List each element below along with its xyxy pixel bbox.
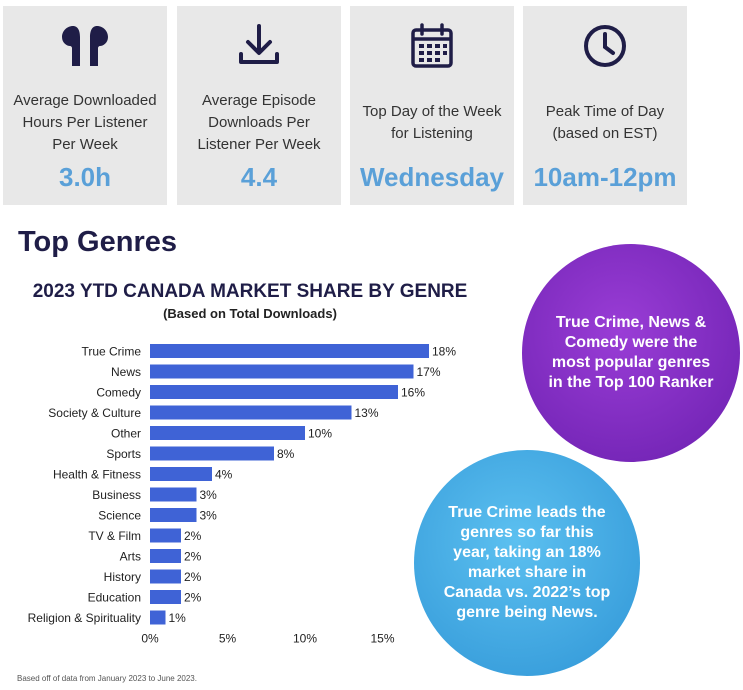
data-label: 13%	[355, 406, 379, 420]
x-tick-label: 15%	[370, 632, 394, 646]
section-title: Top Genres	[18, 226, 177, 258]
bar	[150, 487, 197, 502]
x-tick-label: 10%	[293, 632, 317, 646]
stat-label: Peak Time of Day (based on EST)	[545, 103, 665, 142]
category-label: True Crime	[81, 345, 141, 359]
category-label: Science	[98, 509, 141, 523]
data-label: 2%	[184, 529, 202, 543]
stat-card-downloads: Average Episode Downloads Per Listener P…	[177, 6, 341, 205]
category-label: News	[111, 365, 141, 379]
bar	[150, 569, 181, 584]
bar	[150, 467, 212, 481]
data-label: 1%	[169, 611, 187, 625]
bar	[150, 426, 305, 440]
category-label: Other	[111, 427, 141, 441]
category-label: Sports	[106, 447, 141, 461]
stat-card-peak-time: Peak Time of Day (based on EST) 10am-12p…	[523, 6, 687, 205]
data-label: 10%	[308, 427, 332, 441]
stat-label: Average Episode Downloads Per Listener P…	[197, 92, 321, 153]
stat-value: 3.0h	[58, 162, 112, 192]
callout-text: True Crime leads the genres so far this …	[443, 504, 611, 621]
data-label: 8%	[277, 447, 295, 461]
stat-value: Wednesday	[359, 162, 504, 192]
category-label: Education	[88, 591, 141, 605]
bar	[150, 344, 429, 358]
data-label: 4%	[215, 468, 233, 482]
x-tick-label: 5%	[219, 632, 237, 646]
category-label: TV & Film	[88, 529, 141, 543]
stat-value: 10am-12pm	[533, 162, 677, 192]
category-label: Business	[92, 488, 141, 502]
calendar-icon	[350, 22, 514, 70]
category-label: Religion & Spirituality	[28, 611, 141, 625]
data-label: 3%	[200, 488, 218, 502]
data-label: 2%	[184, 570, 202, 584]
data-label: 17%	[417, 365, 441, 379]
bar	[150, 508, 197, 522]
stat-card-hours: Average Downloaded Hours Per Listener Pe…	[3, 6, 167, 205]
data-label: 2%	[184, 550, 202, 564]
callout-bubble-blue: True Crime leads the genres so far this …	[414, 450, 640, 676]
bar	[150, 610, 166, 625]
chart-title: 2023 YTD CANADA MARKET SHARE BY GENRE	[32, 281, 468, 302]
callout-bubble-purple: True Crime, News & Comedy were the most …	[522, 244, 740, 462]
data-label: 18%	[432, 345, 456, 359]
category-label: History	[104, 570, 141, 584]
data-label: 3%	[200, 509, 218, 523]
download-icon	[177, 22, 341, 70]
footnote: Based off of data from January 2023 to J…	[17, 674, 197, 683]
stat-value: 4.4	[240, 162, 278, 192]
chart-subtitle: (Based on Total Downloads)	[163, 306, 337, 321]
data-label: 2%	[184, 591, 202, 605]
bar	[150, 446, 274, 461]
category-label: Comedy	[96, 386, 141, 400]
category-label: Health & Fitness	[53, 468, 141, 482]
bar	[150, 364, 414, 379]
stat-card-top-day: Top Day of the Week for Listening Wednes…	[350, 6, 514, 205]
clock-icon	[523, 22, 687, 70]
stat-label: Average Downloaded Hours Per Listener Pe…	[13, 92, 157, 153]
bar	[150, 590, 181, 604]
data-label: 16%	[401, 386, 425, 400]
bar	[150, 385, 398, 399]
x-tick-label: 0%	[141, 632, 159, 646]
genre-bar-chart: True Crime 18% News 17% Comedy 16% Society & C…	[28, 344, 456, 646]
category-label: Society & Culture	[48, 406, 141, 420]
category-label: Arts	[120, 550, 141, 564]
bar	[150, 405, 352, 420]
bar	[150, 549, 181, 563]
stat-label: Top Day of the Week for Listening	[362, 103, 502, 142]
earbuds-icon	[3, 22, 167, 70]
bar	[150, 528, 181, 543]
callout-text: True Crime, News & Comedy were the most …	[548, 314, 714, 391]
